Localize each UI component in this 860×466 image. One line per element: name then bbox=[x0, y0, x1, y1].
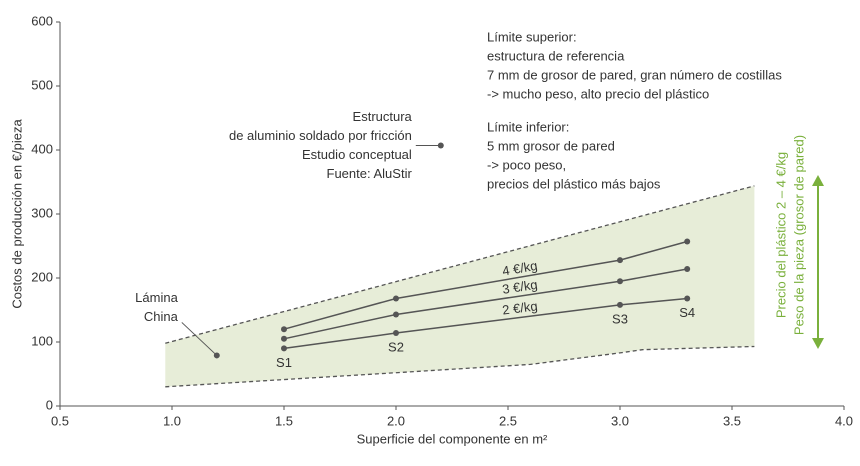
x-tick-label: 2.5 bbox=[499, 413, 517, 428]
note-text: 7 mm de grosor de pared, gran número de … bbox=[487, 67, 782, 82]
note-text: estructura de referencia bbox=[487, 48, 625, 63]
data-point bbox=[281, 345, 287, 352]
note-text: precios del plástico más bajos bbox=[487, 176, 661, 191]
note-text: Límite superior: bbox=[487, 29, 577, 44]
y-tick-label: 200 bbox=[31, 269, 53, 284]
data-point bbox=[617, 301, 623, 308]
point-label: S1 bbox=[276, 355, 292, 370]
side-label: Precio del plástico 2 – 4 €/kg bbox=[773, 152, 788, 318]
y-tick-label: 100 bbox=[31, 333, 53, 348]
x-tick-label: 1.5 bbox=[275, 413, 293, 428]
annotation-text: Lámina bbox=[135, 290, 178, 305]
data-point bbox=[393, 311, 399, 318]
annotation-point bbox=[213, 352, 220, 359]
leader-line bbox=[181, 322, 218, 356]
x-tick-label: 1.0 bbox=[163, 413, 181, 428]
band-lower bbox=[165, 345, 755, 388]
annotation-text: China bbox=[144, 309, 179, 324]
annotation-point bbox=[437, 142, 444, 149]
data-point bbox=[684, 266, 691, 273]
data-point bbox=[393, 330, 399, 337]
data-point bbox=[617, 278, 623, 285]
y-tick-label: 600 bbox=[31, 13, 53, 28]
x-tick-label: 3.0 bbox=[611, 413, 629, 428]
band-upper bbox=[165, 185, 755, 344]
x-tick-label: 3.5 bbox=[723, 413, 741, 428]
note-text: -> poco peso, bbox=[487, 157, 566, 172]
y-axis-title: Costos de producción en €/pieza bbox=[9, 119, 24, 309]
arrow-head bbox=[812, 338, 824, 349]
note-text: Límite inferior: bbox=[487, 119, 569, 134]
y-tick-label: 400 bbox=[31, 141, 53, 156]
data-point bbox=[281, 335, 287, 342]
point-label: S4 bbox=[679, 305, 695, 320]
y-tick-label: 500 bbox=[31, 77, 53, 92]
data-point bbox=[684, 238, 691, 245]
band-fill bbox=[165, 185, 755, 387]
series-label: 2 €/kg bbox=[501, 298, 538, 317]
x-axis-title: Superficie del componente en m² bbox=[357, 431, 548, 446]
annotation-text: Estudio conceptual bbox=[302, 147, 412, 162]
data-point bbox=[684, 295, 691, 302]
side-label: Peso de la pieza (grosor de pared) bbox=[791, 135, 806, 335]
data-point bbox=[393, 295, 399, 302]
point-label: S3 bbox=[612, 311, 628, 326]
point-label: S2 bbox=[388, 339, 404, 354]
x-tick-label: 2.0 bbox=[387, 413, 405, 428]
y-tick-label: 0 bbox=[46, 397, 53, 412]
arrow-head bbox=[812, 175, 824, 186]
note-text: 5 mm grosor de pared bbox=[487, 138, 615, 153]
note-text: -> mucho peso, alto precio del plástico bbox=[487, 86, 709, 101]
annotation-text: Estructura bbox=[353, 109, 413, 124]
series-line bbox=[283, 297, 688, 350]
y-tick-label: 300 bbox=[31, 205, 53, 220]
data-point bbox=[281, 326, 287, 333]
annotation-text: de aluminio soldado por fricción bbox=[229, 128, 412, 143]
series-label: 3 €/kg bbox=[501, 277, 538, 297]
series-label: 4 €/kg bbox=[501, 258, 538, 279]
data-point bbox=[617, 257, 623, 264]
annotation-text: Fuente: AluStir bbox=[327, 166, 413, 181]
x-tick-label: 0.5 bbox=[51, 413, 69, 428]
series-line bbox=[283, 240, 688, 330]
x-tick-label: 4.0 bbox=[835, 413, 853, 428]
series-line bbox=[283, 268, 688, 340]
